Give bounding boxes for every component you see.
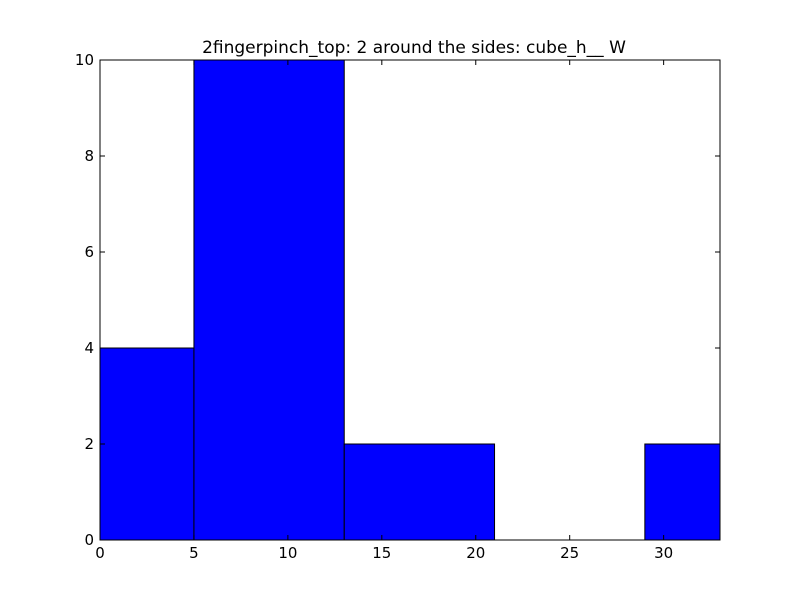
x-tick-label: 30 bbox=[654, 544, 673, 562]
histogram-bar-4 bbox=[644, 443, 721, 541]
x-tick-label: 5 bbox=[189, 544, 199, 562]
histogram-bar-2 bbox=[343, 443, 496, 541]
x-tick-label: 15 bbox=[372, 544, 391, 562]
y-tick-label: 10 bbox=[75, 51, 94, 69]
ticks-layer: 0 5 10 15 20 25 30 0 2 4 6 8 10 bbox=[75, 51, 720, 562]
x-tick-label: 10 bbox=[278, 544, 297, 562]
y-tick-label: 4 bbox=[84, 339, 94, 357]
bars-layer bbox=[99, 59, 721, 541]
x-tick-label: 20 bbox=[466, 544, 485, 562]
y-tick-label: 6 bbox=[84, 243, 94, 261]
histogram-bar-1 bbox=[193, 59, 345, 541]
plot-area-frame bbox=[99, 59, 721, 541]
y-tick-label: 0 bbox=[84, 531, 94, 549]
x-tick-label: 0 bbox=[95, 544, 105, 562]
x-tick-label: 25 bbox=[560, 544, 579, 562]
y-tick-label: 8 bbox=[84, 147, 94, 165]
histogram-bar-0 bbox=[99, 347, 195, 541]
chart-title: 2fingerpinch_top: 2 around the sides: cu… bbox=[202, 38, 626, 58]
y-tick-label: 2 bbox=[84, 435, 94, 453]
